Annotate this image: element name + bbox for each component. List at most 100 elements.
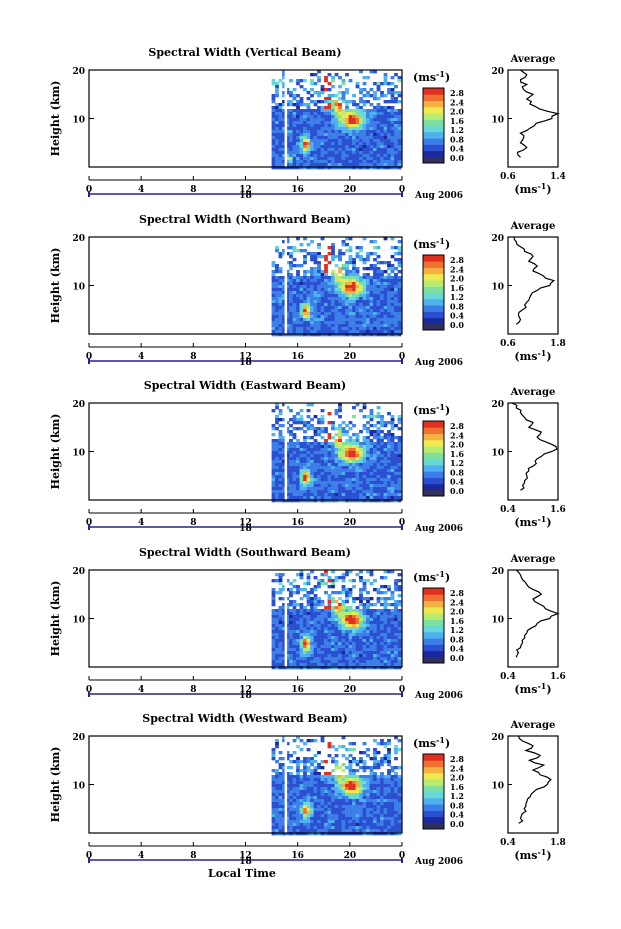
heatmap-cell: [320, 154, 325, 158]
heatmap-cell: [383, 276, 388, 280]
heatmap-cell: [352, 306, 356, 310]
heatmap-cell: [383, 811, 388, 815]
heatmap-cell: [345, 243, 349, 247]
heatmap-cell: [313, 160, 318, 164]
heatmap-cell: [306, 454, 311, 458]
heatmap-cell: [348, 145, 353, 149]
heatmap-cell: [376, 136, 381, 140]
heatmap-cell: [278, 103, 283, 107]
heatmap-cell: [362, 291, 367, 295]
heatmap-cell: [285, 460, 290, 464]
heatmap-cell: [303, 490, 307, 494]
heatmap-cell: [390, 91, 395, 95]
heatmap-cell: [394, 630, 398, 634]
heatmap-cell: [383, 832, 388, 836]
heatmap-cell: [369, 115, 374, 119]
heatmap-cell: [383, 421, 388, 425]
y-tick-label: 20: [72, 400, 85, 410]
colorbar-band: [423, 138, 444, 145]
heatmap-cell: [320, 618, 325, 622]
heatmap-cell: [383, 618, 388, 622]
heatmap-cell: [310, 763, 314, 767]
heatmap-cell: [341, 306, 346, 310]
heatmap-cell: [310, 442, 314, 446]
heatmap-cell: [331, 291, 335, 295]
heatmap-cell: [359, 118, 363, 122]
heatmap-cell: [376, 127, 381, 131]
heatmap-cell: [296, 612, 300, 616]
heatmap-cell: [334, 576, 339, 580]
heatmap-cell: [355, 814, 360, 818]
heatmap-cell: [313, 832, 318, 836]
heatmap-cell: [299, 811, 304, 815]
heatmap-cell: [271, 79, 276, 83]
heatmap-cell: [366, 312, 370, 316]
heatmap-cell: [352, 291, 356, 295]
heatmap-cell: [275, 591, 279, 595]
heatmap-cell: [362, 424, 367, 428]
heatmap-cell: [296, 442, 300, 446]
heatmap-cell: [285, 766, 290, 770]
heatmap-cell: [320, 817, 325, 821]
heatmap-cell: [369, 603, 374, 607]
heatmap-cell: [331, 636, 335, 640]
heatmap-cell: [341, 603, 346, 607]
heatmap-cell: [285, 252, 290, 256]
heatmap-cell: [369, 823, 374, 827]
heatmap-cell: [366, 475, 370, 479]
heatmap-cell: [338, 124, 342, 128]
heatmap-cell: [320, 442, 325, 446]
heatmap-cell: [362, 333, 367, 337]
heatmap-cell: [359, 121, 363, 125]
heatmap-cell: [338, 306, 342, 310]
heatmap-cell: [348, 288, 353, 292]
heatmap-cell: [383, 651, 388, 655]
heatmap-cell: [334, 627, 339, 631]
heatmap-cell: [345, 600, 349, 604]
heatmap-cell: [331, 300, 335, 304]
heatmap-cell: [327, 312, 332, 316]
heatmap-cell: [292, 660, 297, 664]
heatmap-cell: [327, 778, 332, 782]
heatmap-cell: [271, 496, 276, 500]
heatmap-cell: [341, 496, 346, 500]
heatmap-cell: [366, 306, 370, 310]
heatmap-cell: [317, 297, 321, 301]
heatmap-cell: [366, 603, 370, 607]
heatmap-cell: [289, 285, 293, 289]
heatmap-cell: [275, 267, 279, 271]
heatmap-cell: [397, 490, 402, 494]
heatmap-cell: [390, 814, 395, 818]
heatmap-cell: [317, 481, 321, 485]
heatmap-cell: [397, 127, 402, 131]
heatmap-cell: [359, 448, 363, 452]
heatmap-cell: [282, 630, 286, 634]
heatmap-cell: [380, 463, 384, 467]
heatmap-cell: [359, 469, 363, 473]
heatmap-cell: [380, 306, 384, 310]
heatmap-cell: [345, 454, 349, 458]
heatmap-cell: [369, 666, 374, 670]
heatmap-cell: [278, 654, 283, 658]
heatmap-cell: [289, 300, 293, 304]
heatmap-cell: [306, 157, 311, 161]
heatmap-cell: [324, 127, 328, 131]
heatmap-cell: [327, 163, 332, 167]
heatmap-cell: [345, 309, 349, 313]
heatmap-cell: [324, 148, 328, 152]
heatmap-cell: [373, 763, 377, 767]
heatmap-cell: [387, 820, 391, 824]
heatmap-cell: [394, 772, 398, 776]
heatmap-cell: [394, 499, 398, 503]
heatmap-cell: [394, 306, 398, 310]
heatmap-cell: [299, 817, 304, 821]
heatmap-cell: [292, 793, 297, 797]
heatmap-cell: [310, 820, 314, 824]
heatmap-cell: [387, 121, 391, 125]
heatmap-cell: [324, 475, 328, 479]
heatmap-cell: [317, 421, 321, 425]
heatmap-cell: [271, 166, 276, 170]
heatmap-cell: [352, 475, 356, 479]
heatmap-cell: [317, 751, 321, 755]
heatmap-cell: [292, 751, 297, 755]
